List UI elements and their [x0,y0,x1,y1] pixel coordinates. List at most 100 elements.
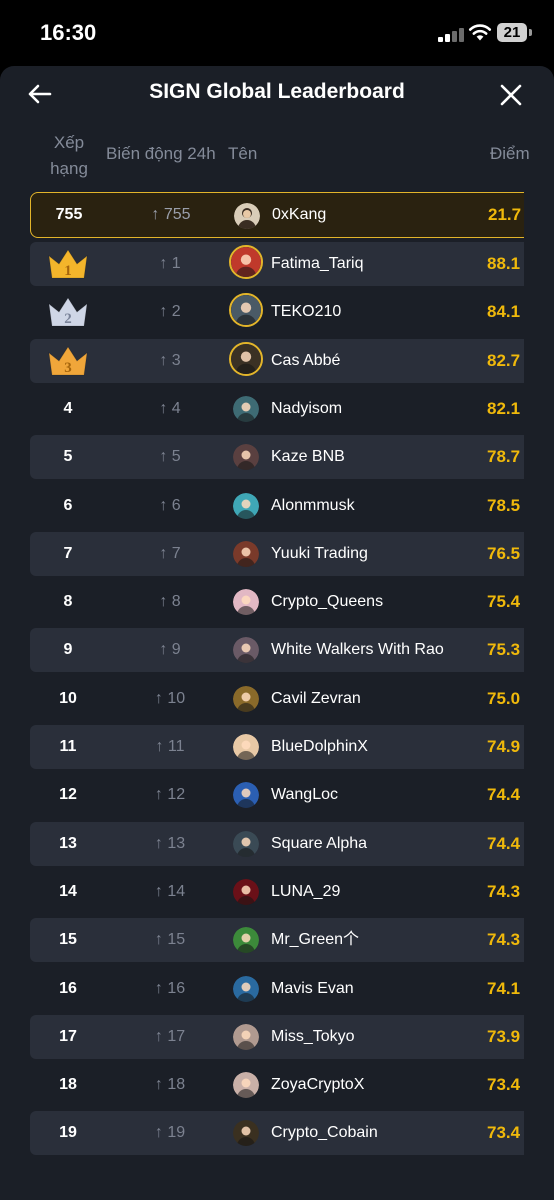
column-headers: Xếp hạng Biến động 24h Tên Điểm [0,130,554,188]
points: 75.4 [487,592,521,612]
table-row[interactable]: 7 ↑ 7 Yuuki Trading 76.5 [30,531,524,576]
avatar [233,1120,259,1147]
header: SIGN Global Leaderboard [0,66,554,124]
rank-number: 2 [30,290,106,334]
table-row[interactable]: 17 ↑ 17 Miss_Tokyo 73.9 [30,1014,524,1059]
table-row[interactable]: 1 ↑ 1 Fatima_Tariq 88.1 [30,242,524,286]
table-row[interactable]: 16 ↑ 16 Mavis Evan 74.1 [30,967,524,1011]
rank-change: ↑ 6 [159,496,181,514]
crown-rank-number: 3 [64,360,72,376]
status-time: 16:30 [40,20,97,45]
table-row[interactable]: 5 ↑ 5 Kaze BNB 78.7 [30,435,524,480]
username: Fatima_Tariq [271,255,364,272]
silver-crown-icon: 2 [48,297,88,327]
battery-indicator: 21 [497,23,527,42]
column-header-points[interactable]: Điểm [490,144,530,163]
rank-change: ↑ 10 [154,689,186,707]
table-row[interactable]: 6 ↑ 6 Alonmmusk 78.5 [30,484,524,528]
points: 75.3 [487,640,521,660]
username: Nadyisom [271,399,343,417]
rank-number: 8 [63,593,73,611]
bronze-crown-icon: 3 [48,345,88,376]
rank-number: 7 [63,544,73,562]
username: WangLoc [271,786,338,804]
crown-rank-number: 2 [64,311,72,327]
table-row[interactable]: 11 ↑ 11 BlueDolphinX 74.9 [30,725,524,769]
username: White Walkers With Rao [271,641,444,659]
rank-number: 12 [59,786,77,804]
username: Cavil Zevran [271,689,361,707]
gold-crown-icon: 1 [48,249,88,279]
rank-change: ↑ 2 [159,303,181,321]
avatar [233,395,259,422]
points: 82.7 [487,350,521,370]
points: 73.4 [487,1075,521,1095]
table-row[interactable]: 18 ↑ 18 ZoyaCryptoX 73.4 [30,1063,524,1107]
rank-change: ↑ 755 [151,206,191,223]
leaderboard-table[interactable]: 755 ↑ 755 0xKang 21.7 1 ↑ 1 Fatima_Tariq 88… [30,192,524,1156]
rank-change: ↑ 13 [154,834,186,852]
rank-number: 11 [59,738,77,755]
username: Cas Abbé [271,351,341,369]
username: LUNA_29 [271,882,341,900]
avatar [233,589,259,616]
username: Square Alpha [271,834,368,852]
avatar [233,637,259,664]
close-icon[interactable] [494,78,528,112]
table-row[interactable]: 13 ↑ 13 Square Alpha 74.4 [30,821,524,866]
rank-change: ↑ 3 [159,351,181,369]
rank-number: 16 [59,979,77,997]
rank-number: 10 [59,689,77,707]
avatar [233,1023,259,1050]
rank-change: ↑ 16 [154,979,186,997]
table-row[interactable]: 2 ↑ 2 TEKO210 84.1 [30,290,524,334]
points: 75.0 [487,688,521,708]
avatar [233,975,259,1002]
table-row[interactable]: 19 ↑ 19 Crypto_Cobain 73.4 [30,1111,524,1156]
avatar [233,685,259,712]
points: 74.4 [487,785,521,805]
column-header-name[interactable]: Tên [228,144,258,163]
my-rank-row[interactable]: 755 ↑ 755 0xKang 21.7 [30,192,524,238]
points: 21.7 [488,205,522,224]
username: BlueDolphinX [271,738,368,755]
table-row[interactable]: 14 ↑ 14 LUNA_29 74.3 [30,870,524,914]
rank-change: ↑ 19 [154,1124,186,1142]
username: TEKO210 [271,303,342,321]
cellular-signal-icon [438,26,464,42]
avatar [234,203,260,229]
rank-change: ↑ 8 [159,593,181,611]
table-row[interactable]: 3 ↑ 3 Cas Abbé 82.7 [30,338,524,383]
table-row[interactable]: 4 ↑ 4 Nadyisom 82.1 [30,387,524,431]
avatar [233,830,259,857]
rank-number: 9 [63,641,73,659]
table-row[interactable]: 9 ↑ 9 White Walkers With Rao 75.3 [30,628,524,673]
back-arrow-icon[interactable] [22,78,58,110]
table-row[interactable]: 10 ↑ 10 Cavil Zevran 75.0 [30,677,524,721]
points: 74.3 [487,930,521,950]
rank-number: 18 [59,1076,77,1094]
avatar [233,444,259,471]
table-row[interactable]: 12 ↑ 12 WangLoc 74.4 [30,773,524,817]
username: Mr_Green个 [271,931,360,949]
table-row[interactable]: 8 ↑ 8 Crypto_Queens 75.4 [30,580,524,624]
column-header-change[interactable]: Biến động 24h [106,144,216,163]
table-row[interactable]: 15 ↑ 15 Mr_Green个 74.3 [30,918,524,963]
page-title: SIGN Global Leaderboard [149,80,405,103]
points: 78.5 [487,495,521,515]
points: 78.7 [487,447,521,467]
rank-number: 19 [59,1124,77,1142]
avatar [233,878,259,905]
rank-number: 3 [30,339,106,383]
username: 0xKang [272,206,327,223]
status-bar: 16:30 21 [0,0,554,66]
username: Yuuki Trading [271,544,368,562]
rank-number: 13 [59,834,77,852]
username: Crypto_Queens [271,593,384,611]
rank-change: ↑ 12 [154,786,186,804]
leaderboard-panel: SIGN Global Leaderboard Xếp hạng Biến độ… [0,66,554,1200]
rank-number: 4 [63,399,73,417]
column-header-rank[interactable]: Xếp hạng [50,133,88,178]
rank-change: ↑ 18 [154,1076,186,1094]
avatar [229,245,263,279]
